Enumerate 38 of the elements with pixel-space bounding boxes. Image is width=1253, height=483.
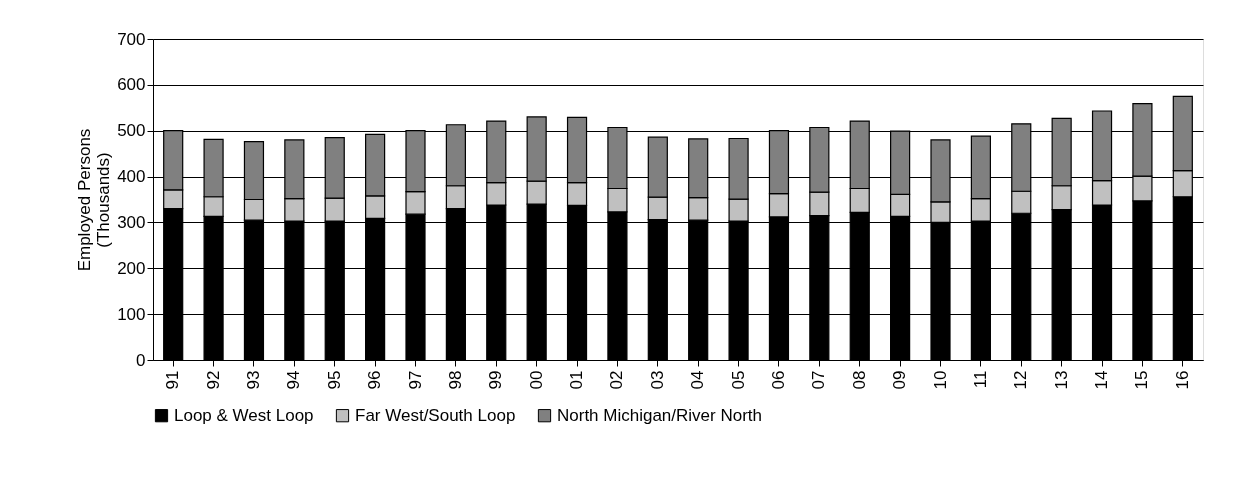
x-tick-label: 10: [930, 370, 950, 390]
x-tick-label: 01: [567, 370, 587, 390]
x-tick-label: 16: [1172, 370, 1192, 390]
x-tick-label: 08: [849, 370, 869, 390]
x-tick-label: 97: [405, 370, 425, 390]
x-tick-label: 12: [1011, 370, 1031, 390]
x-tick-label: 92: [203, 370, 223, 390]
x-tick-label: 14: [1092, 370, 1112, 390]
x-tick-label: 00: [526, 370, 546, 390]
y-tick-label: 400: [117, 167, 146, 187]
x-tick-label: 99: [486, 370, 506, 390]
x-tick-label: 09: [890, 370, 910, 390]
y-tick-label: 300: [117, 212, 146, 232]
x-tick-label: 07: [809, 370, 829, 390]
x-tick-label: 06: [768, 370, 788, 390]
y-tick-label: 0: [136, 350, 146, 370]
y-tick-label: 600: [117, 75, 146, 95]
x-tick-label: 98: [445, 370, 465, 390]
y-tick-label: 500: [117, 121, 146, 141]
x-tick-label: 05: [728, 370, 748, 390]
x-tick-label: 03: [647, 370, 667, 390]
y-axis-title: Employed Persons (Thousands): [75, 128, 114, 272]
x-tick-label: 91: [163, 370, 183, 390]
x-tick-label: 96: [365, 370, 385, 390]
x-tick-label: 93: [243, 370, 263, 390]
x-tick-label: 95: [324, 370, 344, 390]
y-tick-label: 200: [117, 258, 146, 278]
legend-label: Loop & West Loop: [174, 405, 314, 425]
x-tick-label: 02: [607, 370, 627, 390]
x-tick-label: 94: [284, 370, 304, 390]
legend-label: Far West/South Loop: [355, 405, 516, 425]
x-tick-label: 13: [1051, 370, 1071, 390]
legend-label: North Michigan/River North: [557, 405, 763, 425]
x-tick-label: 15: [1132, 370, 1152, 390]
y-tick-label: 700: [117, 29, 146, 49]
x-tick-label: 11: [970, 370, 990, 389]
x-tick-label: 04: [688, 370, 708, 390]
y-tick-label: 100: [117, 304, 146, 324]
